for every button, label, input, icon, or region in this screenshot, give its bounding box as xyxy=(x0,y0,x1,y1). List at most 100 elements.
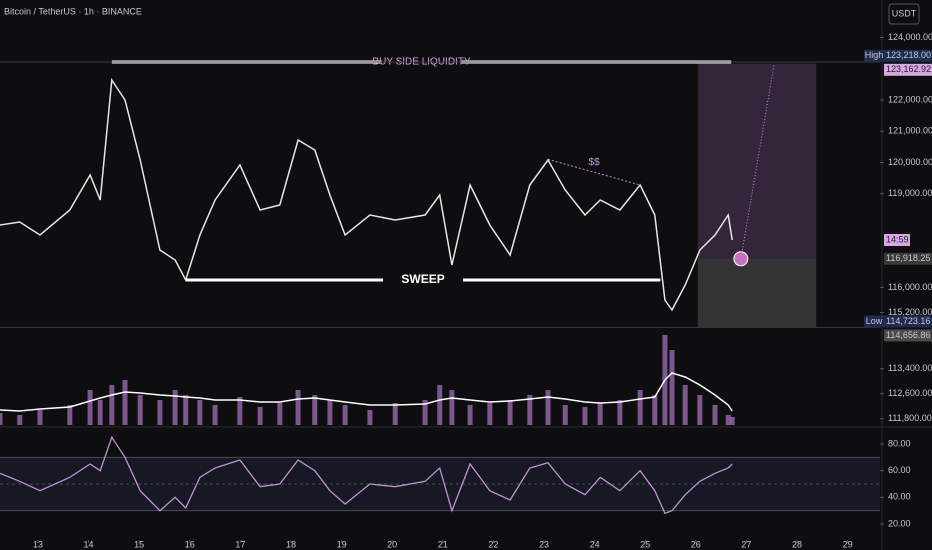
y-tick-label: 20.00 xyxy=(888,518,911,528)
entry-marker xyxy=(733,251,749,267)
price-label-bg xyxy=(884,329,932,342)
volume-bar xyxy=(582,407,588,425)
volume-bar xyxy=(597,403,603,425)
volume-bar xyxy=(682,385,688,425)
x-tick-label: 24 xyxy=(590,539,600,549)
volume-bar xyxy=(87,390,93,425)
volume-bar xyxy=(467,405,473,425)
stop-zone xyxy=(697,258,817,328)
price-label-bg xyxy=(884,63,932,76)
volume-bar xyxy=(697,395,703,425)
volume-bar xyxy=(0,413,3,425)
y-tick-label: 60.00 xyxy=(888,465,911,475)
x-tick-label: 29 xyxy=(843,539,853,549)
price-tag: High xyxy=(865,50,884,60)
volume-bar xyxy=(342,405,348,425)
volume-bar xyxy=(487,403,493,425)
volume-bar xyxy=(277,403,283,425)
x-tick-label: 21 xyxy=(438,539,448,549)
price-label-bg xyxy=(884,315,932,328)
volume-bar xyxy=(37,410,43,425)
volume-bar xyxy=(183,395,189,425)
price-label: 123,162.92 xyxy=(886,64,931,74)
volume-bar xyxy=(562,405,568,425)
volume-bar xyxy=(367,410,373,425)
x-tick-label: 17 xyxy=(235,539,245,549)
annotation-label: $$ xyxy=(589,157,601,168)
rsi-line xyxy=(0,435,733,515)
price-tag: Low xyxy=(866,316,883,326)
volume-bar xyxy=(172,390,178,425)
y-tick-label: 111,800.00 xyxy=(888,413,932,423)
volume-bar xyxy=(507,400,513,425)
price-label: 114,723.16 xyxy=(886,316,930,326)
x-tick-label: 28 xyxy=(792,539,802,549)
y-tick-label: 115,200.00 xyxy=(888,307,932,317)
y-tick-label: 119,000.00 xyxy=(888,188,932,198)
volume-bar xyxy=(109,385,115,425)
x-tick-label: 26 xyxy=(691,539,701,549)
y-tick-label: 112,600.00 xyxy=(888,388,932,398)
chart-title: Bitcoin / TetherUS · 1h · BINANCE xyxy=(4,6,142,16)
volume-bar xyxy=(669,350,675,425)
volume-bar xyxy=(17,415,23,425)
volume-bar xyxy=(392,403,398,425)
volume-bar xyxy=(327,400,333,425)
x-tick-label: 22 xyxy=(488,539,498,549)
volume-bar xyxy=(422,400,428,425)
volume-bar xyxy=(617,400,623,425)
volume-bar xyxy=(197,400,203,425)
volume-bar xyxy=(729,417,735,425)
volume-bar xyxy=(652,395,658,425)
volume-bar xyxy=(449,390,455,425)
annotation-bg xyxy=(383,273,464,287)
volume-bar xyxy=(122,380,128,425)
volume-bar xyxy=(637,390,643,425)
y-tick-label: 124,000.00 xyxy=(888,32,932,42)
volume-bar xyxy=(312,395,318,425)
y-tick-label: 120,000.00 xyxy=(888,157,932,167)
y-tick-label: 116,000.00 xyxy=(888,282,932,292)
countdown: 14:59 xyxy=(886,234,909,244)
x-tick-label: 13 xyxy=(33,539,43,549)
volume-bar xyxy=(725,415,731,425)
countdown-bg xyxy=(884,234,910,246)
volume-bar xyxy=(137,395,143,425)
price-line xyxy=(0,77,733,312)
x-tick-label: 25 xyxy=(640,539,650,549)
y-tick-label: 113,400.00 xyxy=(888,363,932,373)
price-label: 114,656.86 xyxy=(886,330,930,340)
x-tick-label: 14 xyxy=(84,539,94,549)
volume-bar xyxy=(67,405,73,425)
x-tick-label: 16 xyxy=(185,539,195,549)
x-tick-label: 18 xyxy=(286,539,296,549)
volume-average xyxy=(0,372,733,412)
volume-bar xyxy=(212,405,218,425)
price-label: 123,218.00 xyxy=(886,50,931,60)
volume-bar xyxy=(527,395,533,425)
currency[interactable]: USDT xyxy=(892,8,917,18)
volume-bar xyxy=(712,405,718,425)
x-tick-label: 15 xyxy=(134,539,144,549)
volume-bar xyxy=(545,390,551,425)
volume-bar xyxy=(437,385,443,425)
y-tick-label: 122,000.00 xyxy=(888,94,932,104)
target-zone xyxy=(697,63,817,259)
y-tick-label: 121,000.00 xyxy=(888,126,932,136)
currency-button[interactable] xyxy=(888,3,920,25)
y-tick-label: 40.00 xyxy=(888,492,911,502)
volume-bar xyxy=(157,400,163,425)
x-tick-label: 23 xyxy=(539,539,549,549)
price-label: 116,918.25 xyxy=(886,253,930,263)
x-tick-label: 20 xyxy=(387,539,397,549)
tag-bg xyxy=(864,315,884,328)
volume-bar xyxy=(237,397,243,425)
tag-bg xyxy=(864,49,884,62)
volume-bar xyxy=(295,390,301,425)
x-tick-label: 19 xyxy=(337,539,347,549)
x-tick-label: 27 xyxy=(741,539,751,549)
volume-bar xyxy=(97,400,103,425)
annotation-label: SWEEP xyxy=(401,272,444,286)
